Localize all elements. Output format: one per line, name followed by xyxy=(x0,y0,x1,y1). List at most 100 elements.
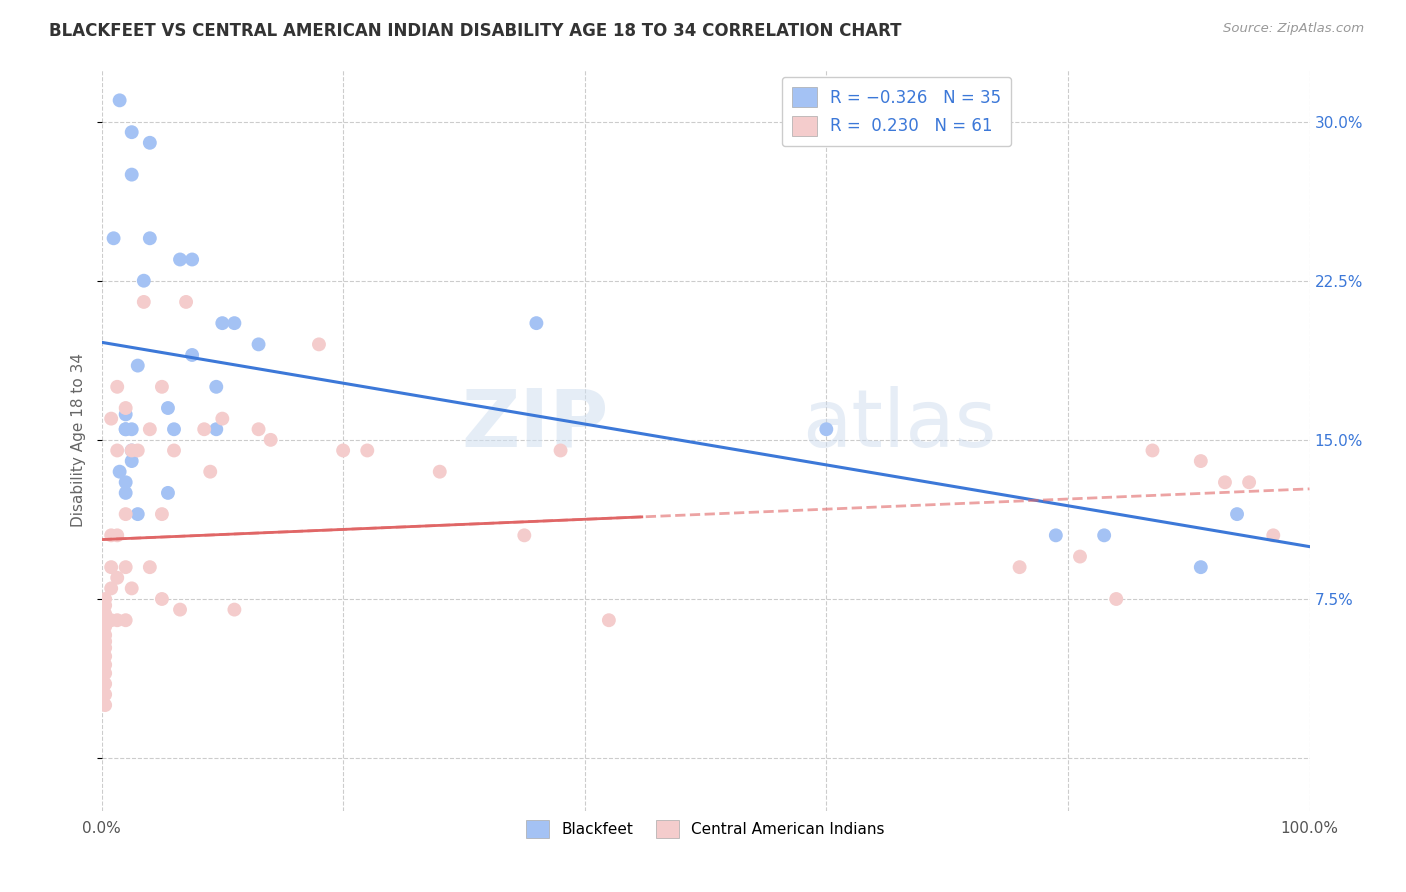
Point xyxy=(550,443,572,458)
Point xyxy=(150,380,173,394)
Point xyxy=(211,411,233,425)
Point xyxy=(181,252,204,267)
Point xyxy=(150,592,173,607)
Point xyxy=(429,465,451,479)
Text: ZIP: ZIP xyxy=(461,386,609,464)
Point xyxy=(103,231,125,245)
Point xyxy=(1189,560,1212,574)
Point xyxy=(259,433,281,447)
Point xyxy=(224,316,246,330)
Point xyxy=(224,602,246,616)
Point xyxy=(205,380,228,394)
Point xyxy=(94,634,117,648)
Point xyxy=(247,422,270,436)
Point xyxy=(94,657,117,672)
Point xyxy=(169,252,191,267)
Point xyxy=(815,422,838,436)
Point xyxy=(150,507,173,521)
Point xyxy=(108,93,131,107)
Point xyxy=(156,401,179,415)
Text: atlas: atlas xyxy=(803,386,997,464)
Point xyxy=(105,571,128,585)
Point xyxy=(193,422,215,436)
Point xyxy=(114,408,136,422)
Point xyxy=(139,422,162,436)
Point xyxy=(94,592,117,607)
Point xyxy=(181,348,204,362)
Point xyxy=(94,677,117,691)
Point xyxy=(513,528,536,542)
Point xyxy=(1142,443,1164,458)
Point xyxy=(114,613,136,627)
Point xyxy=(169,602,191,616)
Point xyxy=(114,422,136,436)
Point xyxy=(127,507,149,521)
Point xyxy=(94,619,117,633)
Point xyxy=(132,274,155,288)
Text: Source: ZipAtlas.com: Source: ZipAtlas.com xyxy=(1223,22,1364,36)
Point xyxy=(94,607,117,621)
Point xyxy=(94,640,117,655)
Point xyxy=(105,528,128,542)
Point xyxy=(332,443,354,458)
Point xyxy=(356,443,378,458)
Point xyxy=(1069,549,1091,564)
Point xyxy=(1045,528,1067,542)
Point xyxy=(114,486,136,500)
Point xyxy=(211,316,233,330)
Point xyxy=(108,465,131,479)
Point xyxy=(121,125,143,139)
Point xyxy=(139,136,162,150)
Point xyxy=(247,337,270,351)
Point xyxy=(139,560,162,574)
Point xyxy=(1092,528,1115,542)
Point xyxy=(308,337,330,351)
Point xyxy=(1237,475,1260,490)
Point xyxy=(127,443,149,458)
Point xyxy=(100,528,122,542)
Point xyxy=(114,560,136,574)
Point xyxy=(94,688,117,702)
Point xyxy=(127,359,149,373)
Legend: Blackfeet, Central American Indians: Blackfeet, Central American Indians xyxy=(520,814,891,845)
Point xyxy=(100,411,122,425)
Point xyxy=(114,475,136,490)
Point xyxy=(526,316,548,330)
Point xyxy=(121,443,143,458)
Point xyxy=(163,443,186,458)
Point xyxy=(156,486,179,500)
Point xyxy=(114,507,136,521)
Point xyxy=(174,294,197,309)
Point xyxy=(114,401,136,415)
Point xyxy=(163,422,186,436)
Point xyxy=(100,560,122,574)
Point xyxy=(121,582,143,596)
Point xyxy=(200,465,222,479)
Point xyxy=(114,422,136,436)
Point xyxy=(94,666,117,681)
Point xyxy=(105,443,128,458)
Point xyxy=(1263,528,1285,542)
Point xyxy=(94,649,117,664)
Point xyxy=(121,168,143,182)
Point xyxy=(132,294,155,309)
Point xyxy=(94,613,117,627)
Point xyxy=(94,628,117,642)
Point xyxy=(100,582,122,596)
Point xyxy=(205,422,228,436)
Point xyxy=(1008,560,1031,574)
Point xyxy=(1189,454,1212,468)
Point xyxy=(139,231,162,245)
Point xyxy=(1105,592,1128,607)
Point xyxy=(598,613,620,627)
Text: BLACKFEET VS CENTRAL AMERICAN INDIAN DISABILITY AGE 18 TO 34 CORRELATION CHART: BLACKFEET VS CENTRAL AMERICAN INDIAN DIS… xyxy=(49,22,901,40)
Point xyxy=(105,613,128,627)
Point xyxy=(121,454,143,468)
Y-axis label: Disability Age 18 to 34: Disability Age 18 to 34 xyxy=(72,353,86,527)
Point xyxy=(94,599,117,613)
Point xyxy=(121,422,143,436)
Point xyxy=(1213,475,1236,490)
Point xyxy=(121,443,143,458)
Point xyxy=(100,613,122,627)
Point xyxy=(94,698,117,712)
